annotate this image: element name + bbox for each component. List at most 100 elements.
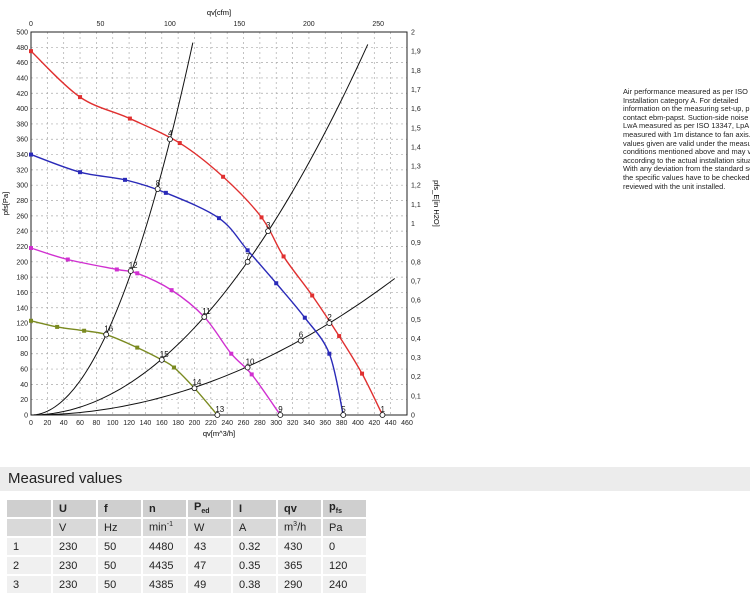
y-axis-label: pfs[Pa] <box>1 192 10 215</box>
y2-tick-label: 0 <box>411 413 415 420</box>
y-tick-label: 60 <box>20 367 28 374</box>
curve-point-marker <box>259 215 264 220</box>
measurement-note: Air performance measured as per ISO 5801… <box>623 87 750 191</box>
table-cell: 1 <box>7 538 51 555</box>
curve-point-marker <box>221 174 226 179</box>
unit-pfs: Pa <box>323 519 366 536</box>
y-tick-label: 260 <box>16 213 28 220</box>
y-tick-label: 300 <box>16 183 28 190</box>
table-cell: 120 <box>323 557 366 574</box>
y2-tick-label: 1,5 <box>411 125 421 132</box>
unit-i: A <box>233 519 276 536</box>
unit-u: V <box>53 519 96 536</box>
operating-point-label: 14 <box>192 378 201 387</box>
x-tick-label: 240 <box>221 420 233 427</box>
x-tick-label: 80 <box>92 420 100 427</box>
header-u: U <box>53 500 96 517</box>
operating-point-label: 3 <box>266 221 271 230</box>
x-tick-label: 420 <box>368 420 380 427</box>
x-tick-label: 140 <box>140 420 152 427</box>
curve-point-marker <box>135 345 140 350</box>
y-tick-label: 360 <box>16 137 28 144</box>
operating-point <box>265 228 271 235</box>
y2-tick-label: 2 <box>411 30 415 37</box>
y-tick-label: 100 <box>16 336 28 343</box>
table-cell: 230 <box>53 557 96 574</box>
table-row: 1 230 50 4480 43 0.32 430 0 <box>7 538 366 555</box>
table-row: 2 230 50 4435 47 0.35 365 120 <box>7 557 366 574</box>
y-tick-label: 480 <box>16 45 28 52</box>
table-cell: 0.32 <box>233 538 276 555</box>
system-curve <box>30 44 369 416</box>
y-tick-label: 200 <box>16 259 28 266</box>
curve-point-marker <box>337 334 342 339</box>
y-tick-label: 240 <box>16 229 28 236</box>
table-cell: 49 <box>188 576 231 593</box>
table-cell: 2 <box>7 557 51 574</box>
x-tick-label: 380 <box>336 420 348 427</box>
operating-point-label: 12 <box>129 261 138 270</box>
table-cell: 230 <box>53 538 96 555</box>
y-tick-label: 140 <box>16 305 28 312</box>
operating-point <box>154 186 161 192</box>
curve-point-marker <box>114 267 119 272</box>
unit-f: Hz <box>98 519 141 536</box>
table-cell: 50 <box>98 576 141 593</box>
curve-point-marker <box>229 351 234 356</box>
y-tick-label: 0 <box>24 413 28 420</box>
curve-point-marker <box>217 216 221 221</box>
operating-point <box>326 320 333 326</box>
curve-point-marker <box>274 281 279 286</box>
table-cell: 0.35 <box>233 557 276 574</box>
x-tick-label: 400 <box>352 420 364 427</box>
y2-tick-label: 1,4 <box>411 144 421 151</box>
measured-values-title: Measured values <box>0 467 750 491</box>
y2-tick-label: 0,2 <box>411 374 421 381</box>
header-i: I <box>233 500 276 517</box>
curve-point-marker <box>29 152 33 157</box>
curve-point-marker <box>29 318 33 323</box>
table-cell: 240 <box>323 576 366 593</box>
x-tick-label: 120 <box>123 420 135 427</box>
x-tick-label: 0 <box>29 420 33 427</box>
curve-point-marker <box>177 141 182 146</box>
curve-point-marker <box>29 49 33 54</box>
y2-tick-label: 0,3 <box>411 355 421 362</box>
curve-point-marker <box>249 372 254 377</box>
measured-values-table: U f n Ped I qv pfs V Hz min-1 W A m3/h P… <box>5 498 368 595</box>
x2-tick-label: 50 <box>97 21 105 28</box>
operating-point <box>158 356 165 363</box>
header-n: n <box>143 500 186 517</box>
operating-point <box>340 412 347 418</box>
curve-point-marker <box>169 288 174 293</box>
fan-curve <box>30 247 281 416</box>
y-tick-label: 440 <box>16 75 28 82</box>
table-cell: 365 <box>278 557 321 574</box>
operating-point-label: 16 <box>104 325 113 334</box>
y-tick-label: 20 <box>20 397 28 404</box>
y2-tick-label: 1,9 <box>411 49 421 56</box>
unit-n: min-1 <box>143 519 186 536</box>
y2-tick-label: 1,3 <box>411 164 421 171</box>
x-tick-label: 20 <box>43 420 51 427</box>
table-cell: 290 <box>278 576 321 593</box>
table-cell: 47 <box>188 557 231 574</box>
fan-curve <box>30 50 384 416</box>
y2-tick-label: 1,6 <box>411 106 421 113</box>
table-cell: 0.38 <box>233 576 276 593</box>
table-cell: 430 <box>278 538 321 555</box>
y2-tick-label: 1,7 <box>411 87 421 94</box>
header-f: f <box>98 500 141 517</box>
x2-tick-label: 200 <box>303 21 315 28</box>
y2-tick-label: 0,4 <box>411 336 421 343</box>
y2-tick-label: 0,6 <box>411 298 421 305</box>
y2-tick-label: 0,7 <box>411 278 421 285</box>
operating-point-label: 13 <box>215 405 224 414</box>
curve-point-marker <box>245 248 250 253</box>
y2-tick-label: 0,9 <box>411 240 421 247</box>
operating-point-label: 5 <box>341 405 346 414</box>
header-pfs: pfs <box>323 500 366 517</box>
table-cell: 4435 <box>143 557 186 574</box>
x-tick-label: 220 <box>205 420 217 427</box>
fan-curve <box>30 320 218 416</box>
